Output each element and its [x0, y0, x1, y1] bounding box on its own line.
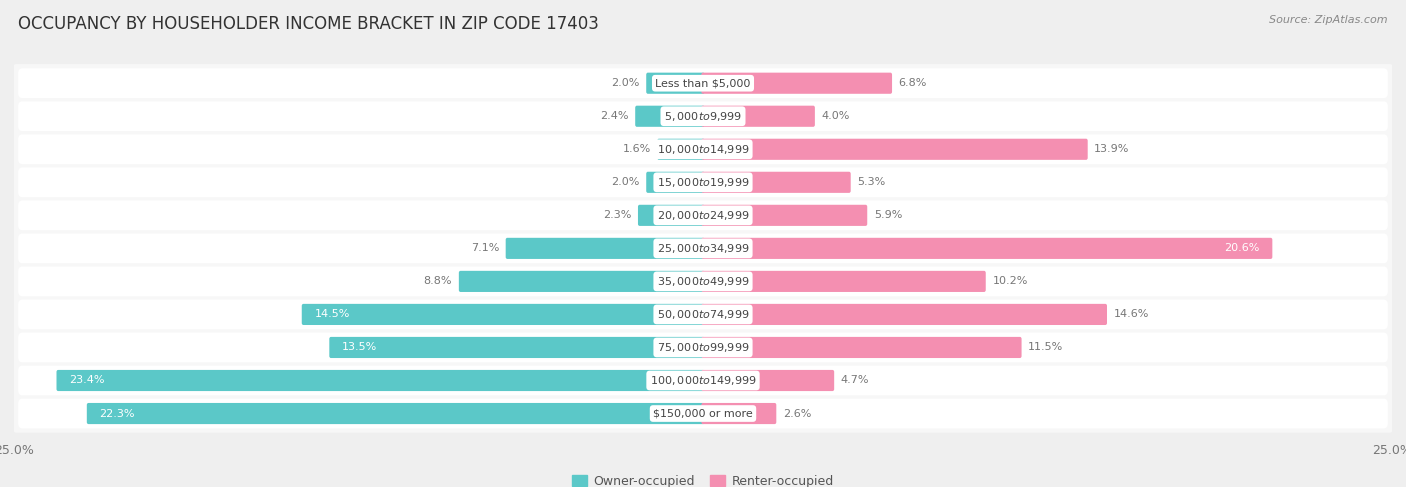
FancyBboxPatch shape [702, 337, 1022, 358]
Text: 13.9%: 13.9% [1094, 144, 1129, 154]
Text: $15,000 to $19,999: $15,000 to $19,999 [657, 176, 749, 189]
FancyBboxPatch shape [18, 168, 1388, 197]
FancyBboxPatch shape [302, 304, 704, 325]
FancyBboxPatch shape [647, 73, 704, 94]
FancyBboxPatch shape [11, 229, 1395, 267]
Text: 22.3%: 22.3% [100, 409, 135, 418]
FancyBboxPatch shape [18, 300, 1388, 329]
FancyBboxPatch shape [11, 130, 1395, 169]
Text: $25,000 to $34,999: $25,000 to $34,999 [657, 242, 749, 255]
FancyBboxPatch shape [702, 106, 815, 127]
FancyBboxPatch shape [702, 73, 891, 94]
Text: $75,000 to $99,999: $75,000 to $99,999 [657, 341, 749, 354]
Text: $5,000 to $9,999: $5,000 to $9,999 [664, 110, 742, 123]
Text: 20.6%: 20.6% [1225, 244, 1260, 253]
FancyBboxPatch shape [458, 271, 704, 292]
Text: 23.4%: 23.4% [69, 375, 104, 386]
Text: 2.3%: 2.3% [603, 210, 631, 220]
Legend: Owner-occupied, Renter-occupied: Owner-occupied, Renter-occupied [568, 470, 838, 487]
Text: 10.2%: 10.2% [993, 277, 1028, 286]
Text: 5.9%: 5.9% [875, 210, 903, 220]
Text: 2.4%: 2.4% [600, 111, 628, 121]
Text: 2.0%: 2.0% [612, 78, 640, 88]
Text: 7.1%: 7.1% [471, 244, 499, 253]
FancyBboxPatch shape [702, 205, 868, 226]
FancyBboxPatch shape [18, 366, 1388, 395]
FancyBboxPatch shape [329, 337, 704, 358]
Text: 6.8%: 6.8% [898, 78, 927, 88]
Text: 8.8%: 8.8% [423, 277, 453, 286]
Text: Less than $5,000: Less than $5,000 [655, 78, 751, 88]
Text: $150,000 or more: $150,000 or more [654, 409, 752, 418]
Text: 1.6%: 1.6% [623, 144, 651, 154]
Text: Source: ZipAtlas.com: Source: ZipAtlas.com [1270, 15, 1388, 25]
Text: 2.6%: 2.6% [783, 409, 811, 418]
FancyBboxPatch shape [18, 101, 1388, 131]
Text: $100,000 to $149,999: $100,000 to $149,999 [650, 374, 756, 387]
FancyBboxPatch shape [702, 370, 834, 391]
FancyBboxPatch shape [87, 403, 704, 424]
FancyBboxPatch shape [506, 238, 704, 259]
FancyBboxPatch shape [11, 196, 1395, 235]
FancyBboxPatch shape [18, 333, 1388, 362]
FancyBboxPatch shape [18, 68, 1388, 98]
FancyBboxPatch shape [11, 295, 1395, 334]
FancyBboxPatch shape [11, 262, 1395, 300]
FancyBboxPatch shape [11, 361, 1395, 400]
FancyBboxPatch shape [18, 134, 1388, 164]
FancyBboxPatch shape [11, 64, 1395, 102]
FancyBboxPatch shape [18, 233, 1388, 263]
Text: 13.5%: 13.5% [342, 342, 377, 353]
Text: $50,000 to $74,999: $50,000 to $74,999 [657, 308, 749, 321]
FancyBboxPatch shape [638, 205, 704, 226]
Text: $35,000 to $49,999: $35,000 to $49,999 [657, 275, 749, 288]
FancyBboxPatch shape [11, 163, 1395, 202]
FancyBboxPatch shape [647, 172, 704, 193]
Text: 2.0%: 2.0% [612, 177, 640, 187]
FancyBboxPatch shape [702, 238, 1272, 259]
Text: $20,000 to $24,999: $20,000 to $24,999 [657, 209, 749, 222]
FancyBboxPatch shape [11, 394, 1395, 432]
Text: 4.7%: 4.7% [841, 375, 869, 386]
Text: 5.3%: 5.3% [858, 177, 886, 187]
FancyBboxPatch shape [18, 201, 1388, 230]
Text: OCCUPANCY BY HOUSEHOLDER INCOME BRACKET IN ZIP CODE 17403: OCCUPANCY BY HOUSEHOLDER INCOME BRACKET … [18, 15, 599, 33]
FancyBboxPatch shape [702, 304, 1107, 325]
FancyBboxPatch shape [702, 172, 851, 193]
FancyBboxPatch shape [18, 266, 1388, 296]
FancyBboxPatch shape [56, 370, 704, 391]
Text: 4.0%: 4.0% [821, 111, 849, 121]
FancyBboxPatch shape [18, 399, 1388, 429]
Text: 11.5%: 11.5% [1028, 342, 1063, 353]
FancyBboxPatch shape [702, 271, 986, 292]
FancyBboxPatch shape [636, 106, 704, 127]
Text: $10,000 to $14,999: $10,000 to $14,999 [657, 143, 749, 156]
FancyBboxPatch shape [702, 403, 776, 424]
FancyBboxPatch shape [11, 328, 1395, 367]
FancyBboxPatch shape [11, 97, 1395, 135]
FancyBboxPatch shape [702, 139, 1088, 160]
FancyBboxPatch shape [657, 139, 704, 160]
Text: 14.5%: 14.5% [315, 309, 350, 319]
Text: 14.6%: 14.6% [1114, 309, 1149, 319]
